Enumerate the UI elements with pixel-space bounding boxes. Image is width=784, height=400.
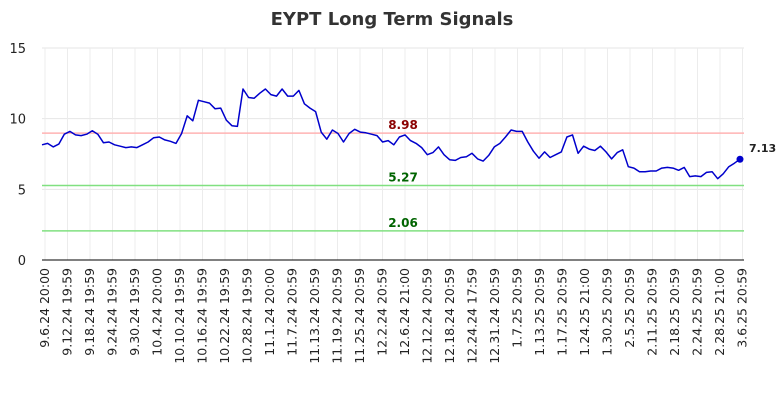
x-tick-label: 9.18.24 19:59 <box>82 268 97 356</box>
chart-title: EYPT Long Term Signals <box>271 9 514 30</box>
y-tick-label: 0 <box>18 254 26 269</box>
x-tick-label: 1.17.25 20:59 <box>555 268 570 356</box>
x-tick-label: 9.12.24 19:59 <box>60 268 75 356</box>
x-tick-label: 11.13.24 20:59 <box>307 268 322 364</box>
x-tick-label: 1.13.25 20:59 <box>532 268 547 356</box>
x-tick-label: 2.5.25 20:59 <box>622 268 637 348</box>
x-tick-label: 10.16.24 19:59 <box>195 268 210 364</box>
y-tick-label: 15 <box>9 42 26 57</box>
x-tick-label: 10.22.24 19:59 <box>217 268 232 364</box>
x-tick-label: 9.6.24 20:00 <box>37 268 52 348</box>
x-tick-label: 9.24.24 19:59 <box>105 268 120 356</box>
signal-levels: 8.98 5.27 2.06 <box>42 118 744 232</box>
y-axis-ticks: 0 5 10 15 <box>9 42 26 269</box>
last-point-marker <box>736 155 744 163</box>
y-tick-label: 5 <box>18 183 26 198</box>
x-tick-label: 2.24.25 20:59 <box>690 268 705 356</box>
x-tick-label: 11.7.24 20:59 <box>285 268 300 356</box>
x-tick-label: 2.28.25 21:00 <box>712 268 727 356</box>
x-tick-label: 1.7.25 20:59 <box>510 268 525 348</box>
x-tick-label: 10.10.24 19:59 <box>172 268 187 364</box>
x-tick-label: 9.30.24 19:59 <box>127 268 142 356</box>
price-series: 7.13 <box>41 88 776 180</box>
series-line <box>41 88 741 180</box>
x-tick-label: 11.25.24 20:59 <box>352 268 367 364</box>
x-tick-label: 11.19.24 20:59 <box>330 268 345 364</box>
level-label: 2.06 <box>388 216 418 230</box>
x-tick-label: 12.24.24 17:59 <box>465 268 480 364</box>
level-label: 8.98 <box>388 118 418 132</box>
x-tick-label: 12.12.24 20:59 <box>420 268 435 364</box>
level-label: 5.27 <box>388 171 418 185</box>
x-tick-label: 10.4.24 20:00 <box>150 268 165 356</box>
x-tick-label: 2.11.25 20:59 <box>645 268 660 356</box>
x-tick-label: 12.31.24 20:59 <box>487 268 502 364</box>
x-axis-ticks: 9.6.24 20:00 9.12.24 19:59 9.18.24 19:59 9.… <box>37 268 750 364</box>
x-tick-label: 3.6.25 20:59 <box>735 268 750 348</box>
x-tick-label: 1.30.25 20:59 <box>600 268 615 356</box>
x-tick-label: 11.1.24 20:00 <box>262 268 277 356</box>
grid <box>42 47 744 261</box>
x-tick-label: 1.24.25 21:00 <box>577 268 592 356</box>
x-tick-label: 2.18.25 20:59 <box>667 268 682 356</box>
x-tick-label: 12.6.24 21:00 <box>397 268 412 356</box>
y-tick-label: 10 <box>9 113 26 128</box>
last-value-label: 7.13 <box>749 142 776 155</box>
x-tick-label: 12.18.24 20:59 <box>442 268 457 364</box>
x-tick-label: 10.28.24 19:59 <box>240 268 255 364</box>
x-tick-label: 12.2.24 20:59 <box>375 268 390 356</box>
